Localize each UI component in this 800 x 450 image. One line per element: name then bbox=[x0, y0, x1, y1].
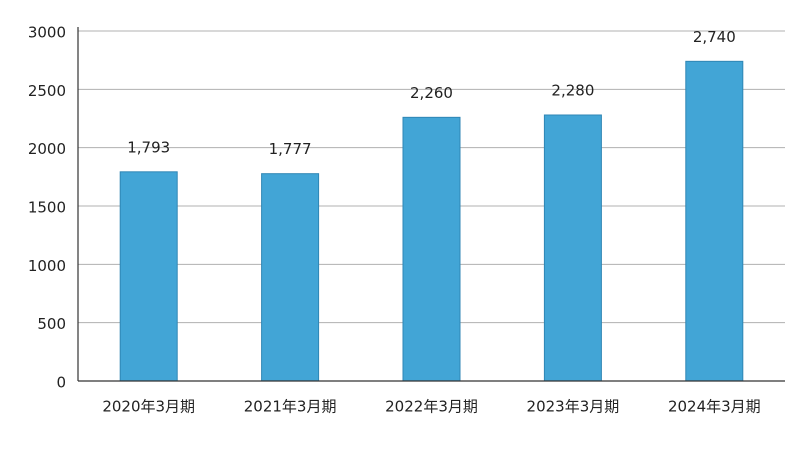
y-tick-label: 500 bbox=[37, 315, 66, 333]
bar bbox=[685, 60, 744, 382]
value-label: 1,793 bbox=[127, 138, 170, 156]
y-tick-label: 0 bbox=[56, 374, 66, 392]
y-tick-label: 1500 bbox=[28, 199, 66, 217]
bar bbox=[261, 173, 320, 382]
y-tick-label: 2500 bbox=[28, 82, 66, 100]
x-tick-label: 2023年3月期 bbox=[527, 398, 620, 416]
x-tick-label: 2024年3月期 bbox=[668, 398, 761, 416]
value-label: 2,740 bbox=[693, 28, 736, 46]
bar bbox=[543, 114, 602, 382]
y-tick-label: 1000 bbox=[28, 257, 66, 275]
value-label: 2,260 bbox=[410, 84, 453, 102]
y-tick-label: 3000 bbox=[28, 24, 66, 42]
x-tick-label: 2021年3月期 bbox=[244, 398, 337, 416]
y-tick-label: 2000 bbox=[28, 140, 66, 158]
x-tick-label: 2022年3月期 bbox=[385, 398, 478, 416]
bar bbox=[402, 116, 461, 382]
bar bbox=[119, 171, 178, 382]
value-label: 2,280 bbox=[551, 82, 594, 100]
x-tick-label: 2020年3月期 bbox=[102, 398, 195, 416]
value-label: 1,777 bbox=[269, 140, 312, 158]
